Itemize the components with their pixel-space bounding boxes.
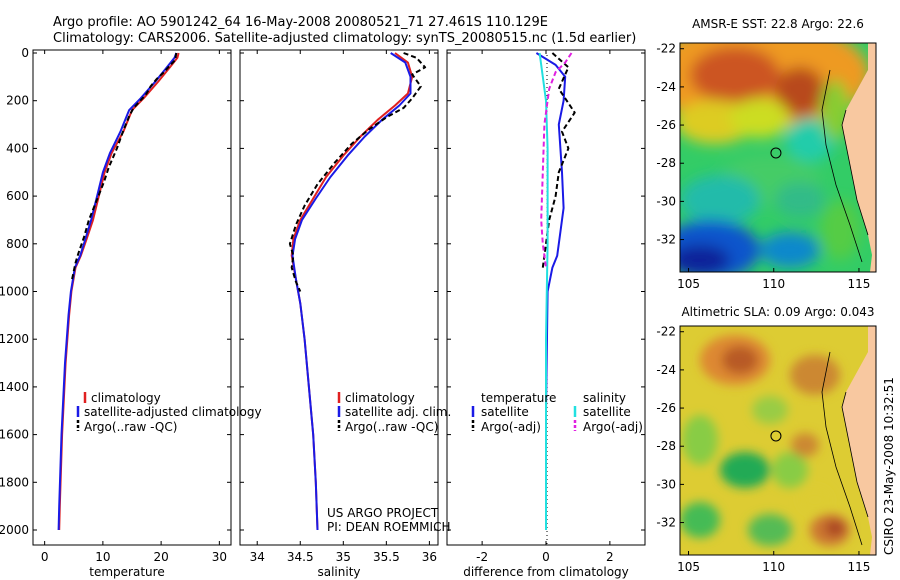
difference-axis-label: difference from climatology	[463, 565, 629, 579]
legend-label-climatology: climatology	[91, 391, 161, 405]
map-x-tick-label: 105	[677, 560, 700, 574]
sst-shelf-contour	[821, 69, 863, 263]
map-y-tick-label: -24	[656, 363, 676, 377]
temperature-axis-label: temperature	[89, 565, 164, 579]
y-tick-label: 2000	[0, 523, 29, 537]
y-tick-label: 1200	[0, 332, 29, 346]
sla-map-frame	[679, 325, 877, 556]
map-x-tick-label: 110	[762, 277, 785, 291]
y-tick-label: 800	[6, 237, 29, 251]
salinity-panel: 34 34.5 35 35.5 36	[239, 49, 439, 564]
sla-float-marker	[770, 430, 782, 442]
sla-shelf-contour	[821, 351, 863, 546]
sst-map-image	[680, 43, 876, 272]
x-tick-label: 10	[95, 550, 110, 564]
y-tick-label: 1400	[0, 380, 29, 394]
map-y-tick-label: -30	[656, 194, 676, 208]
legend-label-salinity-satellite: satellite	[583, 405, 631, 419]
sst-map-frame	[679, 42, 877, 273]
legend-label-temperature-satellite: satellite	[481, 405, 529, 419]
x-tick-label: 20	[153, 550, 168, 564]
series-line-argo-raw-qc	[288, 52, 427, 292]
series-line-satellite-adj-clim	[291, 52, 412, 531]
x-tick-label: 35.5	[373, 550, 400, 564]
sst-land-mass	[842, 43, 876, 272]
x-tick-label: -2	[476, 550, 488, 564]
figure-title-line-1: Argo profile: AO 5901242_64 16-May-2008 …	[53, 15, 548, 30]
sla-land-mass	[842, 326, 876, 555]
y-tick-label: 200	[6, 94, 29, 108]
difference-panel: -2 0 2	[446, 49, 646, 564]
series-line-argo-raw-qc	[71, 52, 178, 280]
map-y-tick-label: -24	[656, 80, 676, 94]
legend-heading-temperature: temperature	[481, 391, 556, 405]
map-y-tick-label: -28	[656, 156, 676, 170]
salinity-axis-label: salinity	[317, 565, 360, 579]
legend-label-argo: Argo(..raw -QC)	[345, 420, 438, 434]
x-tick-label: 35	[336, 550, 351, 564]
legend-label-salinity-argo: Argo(-adj)	[583, 420, 643, 434]
map-x-tick-label: 110	[762, 560, 785, 574]
figure-title-line-2: Climatology: CARS2006. Satellite-adjuste…	[53, 31, 636, 46]
map-x-tick-label: 115	[848, 560, 871, 574]
csiro-timestamp: CSIRO 23-May-2008 10:32:51	[882, 377, 896, 555]
legend-label-argo: Argo(..raw -QC)	[84, 420, 177, 434]
legend-label-satellite: satellite-adjusted climatology	[84, 405, 262, 419]
map-y-tick-label: -30	[656, 477, 676, 491]
pi-annotation: PI: DEAN ROEMMICH	[327, 520, 450, 534]
legend-heading-salinity: salinity	[583, 391, 626, 405]
y-tick-label: 1000	[0, 285, 29, 299]
x-tick-label: 36	[422, 550, 437, 564]
sla-map-title: Altimetric SLA: 0.09 Argo: 0.043	[681, 305, 874, 319]
map-x-tick-label: 115	[848, 277, 871, 291]
y-tick-label: 400	[6, 141, 29, 155]
temperature-plot-frame	[32, 49, 232, 546]
series-line-salinity-satellite	[538, 52, 549, 530]
legend-label-temperature-argo: Argo(-adj)	[481, 420, 541, 434]
map-y-tick-label: -32	[656, 516, 676, 530]
temperature-legend: climatology satellite-adjusted climatolo…	[76, 391, 262, 434]
y-tick-label: 1600	[0, 428, 29, 442]
x-tick-label: 0	[542, 550, 550, 564]
map-y-tick-label: -32	[656, 233, 676, 247]
legend-label-satellite: satellite adj. clim.	[345, 405, 451, 419]
map-y-tick-label: -26	[656, 118, 676, 132]
y-tick-label: 0	[21, 46, 29, 60]
y-tick-label: 600	[6, 189, 29, 203]
map-y-tick-label: -26	[656, 401, 676, 415]
map-y-tick-label: -28	[656, 439, 676, 453]
salinity-plot-frame	[239, 49, 439, 546]
sla-coastline	[841, 391, 869, 518]
x-tick-label: 34	[250, 550, 265, 564]
x-tick-label: 0	[41, 550, 49, 564]
y-tick-label: 1800	[0, 475, 29, 489]
difference-legend: temperature salinity satellite Argo(-adj…	[471, 391, 643, 434]
map-x-tick-label: 105	[677, 277, 700, 291]
map-y-tick-label: -22	[656, 42, 676, 56]
sst-map-title: AMSR-E SST: 22.8 Argo: 22.6	[692, 17, 864, 31]
x-tick-label: 2	[606, 550, 614, 564]
x-tick-label: 30	[212, 550, 227, 564]
x-tick-label: 34.5	[287, 550, 314, 564]
legend-label-climatology: climatology	[345, 391, 415, 405]
sst-float-marker	[770, 147, 782, 159]
map-y-tick-label: -22	[656, 325, 676, 339]
temperature-panel: 0 10 20 30 0 200 400 600 800 1000 1200 1400 1600 1800…	[0, 46, 232, 564]
sst-coastline	[841, 109, 869, 236]
salinity-legend: climatology satellite adj. clim. Argo(..…	[337, 391, 451, 434]
project-annotation: US ARGO PROJECT	[327, 506, 439, 520]
series-line-salinity-argo-adj	[540, 52, 573, 268]
